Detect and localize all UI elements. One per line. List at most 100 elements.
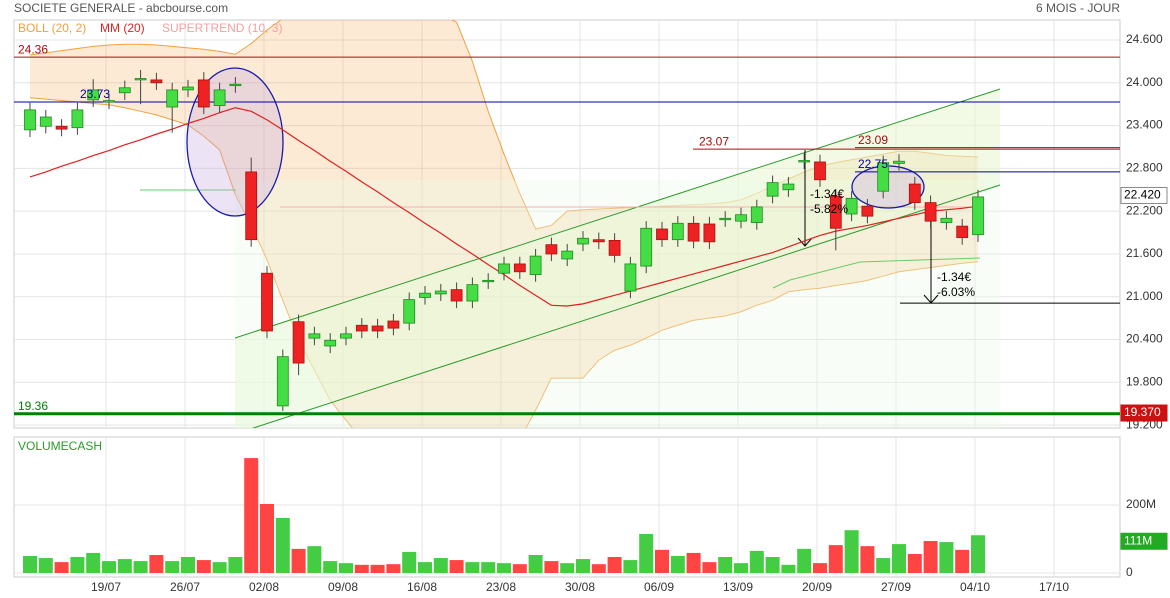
candle-body <box>71 109 84 129</box>
volume-bar <box>797 548 812 573</box>
supertrend-line <box>772 257 981 289</box>
x-tick-label: 02/08 <box>249 580 279 594</box>
candle-body <box>498 263 510 274</box>
channel-line <box>234 88 1001 339</box>
y-tick-label: 21.600 <box>1126 246 1163 260</box>
candle-body <box>719 217 732 221</box>
candle-body <box>940 217 953 223</box>
volume-bar <box>876 558 891 573</box>
volume-bar <box>181 557 195 573</box>
candle-body <box>355 324 368 332</box>
channel-line <box>251 184 1001 428</box>
volume-bar <box>639 533 654 573</box>
volume-bar <box>576 559 590 573</box>
volume-bar <box>528 554 543 573</box>
candle-body <box>640 227 653 267</box>
annotation: -6.03% <box>937 285 975 299</box>
y-tick-label: 200M <box>1126 497 1156 511</box>
candle-body <box>608 240 621 256</box>
candle-body <box>39 116 52 127</box>
volume-bar <box>291 548 306 573</box>
volume-bar <box>607 557 622 573</box>
candle-body <box>466 284 479 302</box>
candle-body <box>197 79 210 108</box>
x-tick-label: 19/07 <box>91 580 121 594</box>
volume-bar <box>323 561 338 573</box>
volume-bar <box>165 561 180 573</box>
volume-bar <box>196 560 211 573</box>
volume-bar <box>54 562 69 573</box>
volume-bar <box>560 563 575 573</box>
annotation: -1.34€ <box>937 270 971 284</box>
y-tick-label: 0 <box>1126 565 1133 579</box>
candle-body <box>276 356 289 407</box>
volume-bar <box>117 559 132 573</box>
x-tick-label: 30/08 <box>565 580 595 594</box>
candle-body <box>513 263 526 273</box>
volume-bar <box>212 562 227 573</box>
volume-bar <box>623 560 638 573</box>
volume-bar <box>544 561 559 573</box>
candle-body <box>403 299 416 324</box>
volume-bar <box>354 564 369 573</box>
volume-bar <box>386 564 401 573</box>
volume-bar <box>781 564 796 573</box>
y-tick-label: 22.800 <box>1126 161 1163 175</box>
candle-body <box>703 223 716 243</box>
candle-body <box>55 125 68 130</box>
x-tick-label: 09/08 <box>328 580 358 594</box>
volume-bar <box>512 564 527 573</box>
candle-body <box>750 206 763 223</box>
y-tick-label: 24.000 <box>1126 75 1163 89</box>
volume-bar <box>465 562 480 573</box>
volume-bar <box>955 549 970 573</box>
candle-body <box>624 263 637 292</box>
candle-body <box>482 279 495 283</box>
legend-entry: MM (20) <box>100 21 145 35</box>
candle-body <box>829 195 842 229</box>
legend-entry: BOLL (20, 2) <box>18 21 86 35</box>
volume-bar <box>939 542 954 573</box>
candle-body <box>972 196 984 236</box>
volume-bar <box>149 554 164 573</box>
volume-bar <box>481 562 496 573</box>
candle-body <box>924 202 937 222</box>
x-tick-label: 27/09 <box>881 580 911 594</box>
candle-body <box>450 289 463 302</box>
volume-bar <box>860 546 875 573</box>
candle-body <box>434 290 447 295</box>
volume-bar <box>102 561 116 573</box>
volume-bar <box>23 556 37 573</box>
candle-body <box>908 183 921 204</box>
y-tick-label: 19.800 <box>1126 375 1163 389</box>
candle-body <box>545 244 558 255</box>
candle-body <box>419 292 431 298</box>
x-tick-label: 16/08 <box>407 580 437 594</box>
highlight-circle <box>186 67 284 217</box>
candle-body <box>324 339 337 347</box>
candle-body <box>229 83 242 87</box>
level-label: 24.36 <box>18 42 48 56</box>
candle-body <box>577 237 589 245</box>
volume-bar <box>260 503 274 573</box>
candle-body <box>245 171 258 241</box>
candle-body <box>292 321 305 364</box>
volume-bar <box>734 563 748 573</box>
candle-body <box>134 78 147 81</box>
volume-title: VOLUMECASH <box>18 439 102 453</box>
volume-bar <box>655 549 669 573</box>
level-label: 19.36 <box>18 399 48 413</box>
candle-body <box>118 87 131 94</box>
candle-body <box>371 325 384 332</box>
candle-body <box>213 89 226 106</box>
price-badge <box>1120 186 1168 204</box>
annotation: -1.34€ <box>810 187 844 201</box>
volume-panel <box>13 436 1121 578</box>
x-tick-label: 20/09 <box>802 580 832 594</box>
volume-bar <box>402 551 417 573</box>
price-badge-label: 111M <box>1124 533 1152 547</box>
header-title: SOCIETE GENERALE - abcbourse.com <box>14 1 228 15</box>
y-tick-label: 22.200 <box>1126 203 1163 217</box>
x-tick-label: 23/08 <box>486 580 516 594</box>
